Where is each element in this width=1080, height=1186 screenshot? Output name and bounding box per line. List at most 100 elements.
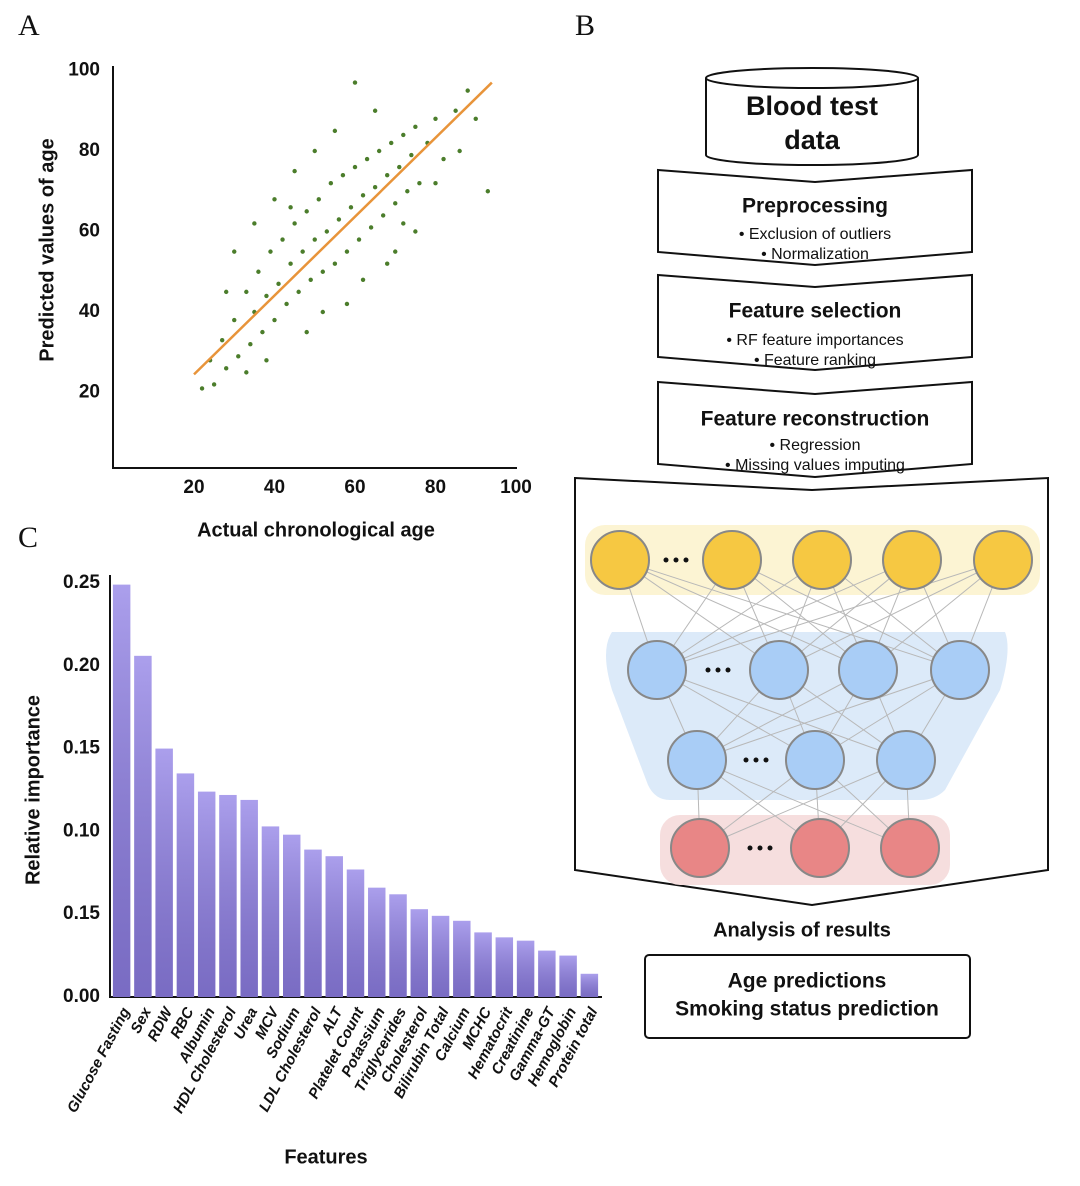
- bar-shade: [112, 584, 131, 997]
- y-tick-label: 0.25: [63, 572, 100, 593]
- bar-shade: [155, 748, 173, 997]
- y-tick-label: 0.20: [63, 655, 100, 676]
- bar-shade: [410, 909, 428, 997]
- bar-shade: [368, 887, 386, 997]
- bar-shade: [516, 940, 535, 997]
- step-box: [657, 380, 973, 479]
- point: [248, 342, 253, 347]
- point: [413, 229, 418, 234]
- panel-label: A: [18, 9, 40, 42]
- point: [340, 172, 346, 178]
- output-box: [644, 954, 971, 1039]
- point: [433, 181, 438, 186]
- neuron: [702, 530, 762, 590]
- y-tick-label: 0.15: [63, 903, 100, 924]
- point: [280, 237, 285, 242]
- point: [288, 261, 293, 266]
- point: [360, 193, 366, 198]
- connection: [656, 669, 816, 761]
- point: [473, 116, 478, 122]
- point: [393, 201, 398, 206]
- result-label: Analysis of results: [713, 919, 891, 941]
- step-item: • Regression: [770, 437, 861, 454]
- point: [276, 281, 281, 287]
- point: [236, 354, 241, 359]
- point: [389, 140, 394, 146]
- point: [344, 301, 350, 307]
- point: [376, 148, 382, 154]
- point: [264, 358, 269, 363]
- point: [199, 386, 205, 391]
- ellipsis-dot: [683, 557, 689, 563]
- neuron: [930, 640, 990, 700]
- point: [304, 209, 309, 214]
- ellipsis-dot: [753, 757, 759, 763]
- x-tick-label: 40: [264, 477, 285, 498]
- point: [417, 181, 422, 186]
- ellipsis-dot: [767, 845, 773, 851]
- point: [272, 317, 277, 323]
- point: [372, 185, 378, 190]
- point: [465, 88, 470, 93]
- x-tick-label: 80: [425, 477, 446, 498]
- point: [364, 156, 370, 162]
- output-item: Age predictions: [728, 970, 887, 993]
- step-item: • Missing values imputing: [725, 457, 905, 474]
- point: [312, 237, 317, 242]
- connection: [619, 559, 780, 671]
- point: [224, 366, 229, 371]
- neuron: [667, 730, 727, 790]
- connection: [656, 559, 1004, 671]
- point: [409, 152, 414, 158]
- fit-line: [193, 81, 493, 376]
- y-tick-label: 20: [79, 382, 100, 403]
- point: [413, 124, 418, 130]
- point: [252, 221, 257, 226]
- bar-shade: [559, 955, 577, 997]
- ellipsis-dot: [663, 557, 669, 563]
- point: [316, 197, 321, 202]
- x-axis-title: Features: [284, 1146, 367, 1168]
- point: [352, 164, 358, 170]
- ellipsis-dot: [705, 667, 711, 673]
- point: [332, 261, 338, 266]
- ellipsis-dot: [743, 757, 749, 763]
- bar-shade: [389, 894, 407, 997]
- connection: [778, 559, 1004, 671]
- point: [292, 221, 297, 226]
- connection: [656, 559, 823, 671]
- x-axis-title: Actual chronological age: [197, 519, 435, 541]
- point: [296, 289, 301, 295]
- step-title: Feature reconstruction: [701, 408, 930, 431]
- point: [320, 309, 325, 315]
- ellipsis-dot: [673, 557, 679, 563]
- panel-label: B: [575, 9, 595, 42]
- x-tick-label: 100: [500, 477, 532, 498]
- point: [344, 249, 350, 254]
- bar-shade: [176, 773, 195, 997]
- point: [393, 249, 398, 254]
- point: [328, 181, 334, 186]
- y-tick-label: 100: [68, 60, 100, 81]
- y-axis-title: Relative importance: [22, 695, 44, 885]
- point: [485, 189, 491, 194]
- bar-shade: [346, 869, 365, 997]
- point: [256, 269, 261, 274]
- point: [324, 229, 330, 234]
- point: [385, 261, 390, 266]
- point: [211, 382, 217, 387]
- neuron: [880, 818, 940, 878]
- point: [401, 132, 406, 138]
- point: [356, 237, 362, 242]
- y-tick-label: 0.00: [63, 986, 100, 1007]
- point: [368, 225, 374, 230]
- y-tick-label: 0.10: [63, 820, 100, 841]
- connection: [699, 759, 907, 849]
- connection: [696, 669, 961, 761]
- point: [332, 128, 338, 134]
- step-item: • Feature ranking: [754, 352, 876, 369]
- point: [232, 249, 237, 254]
- step-title: Feature selection: [729, 300, 902, 323]
- ellipsis-dot: [747, 845, 753, 851]
